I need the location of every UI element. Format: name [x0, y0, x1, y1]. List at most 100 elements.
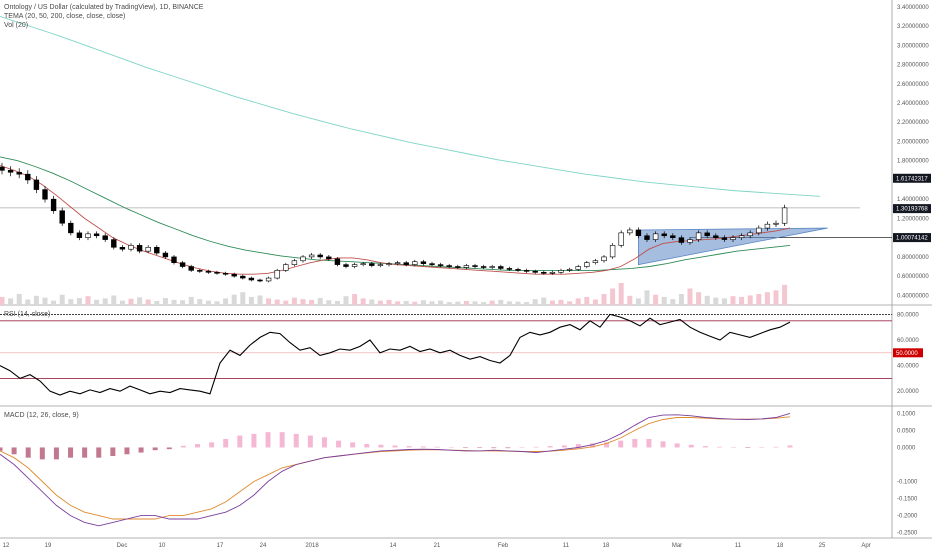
candle-body	[678, 237, 685, 243]
candle-body	[111, 239, 117, 248]
volume-bar	[240, 292, 246, 305]
price-tick-label: 3.40000000	[897, 5, 929, 11]
volume-bar	[102, 298, 108, 305]
candle-body	[265, 277, 272, 282]
tema-slow-line	[0, 15, 821, 197]
macd-histogram-bar	[773, 446, 779, 448]
candle-body	[635, 229, 642, 237]
candle-body	[343, 264, 349, 267]
macd-histogram-bar	[702, 446, 708, 448]
candle-body	[721, 237, 728, 240]
candle-body	[179, 262, 186, 267]
candle-body	[558, 270, 564, 273]
macd-histogram-bar	[39, 447, 45, 460]
macd-histogram-bar	[25, 447, 31, 458]
candle-body	[162, 252, 169, 258]
price-tag-label: 1.00074142	[896, 236, 928, 242]
macd-tick-label: 0.0000	[897, 445, 916, 451]
volume-bar	[403, 300, 409, 305]
candle-body	[652, 233, 659, 240]
macd-histogram-bar	[759, 447, 765, 448]
volume-bar	[481, 302, 487, 305]
volume-bar	[343, 296, 349, 305]
macd-histogram-bar	[406, 446, 412, 448]
candle-body	[93, 233, 100, 237]
macd-histogram-bar	[378, 444, 384, 448]
volume-bar	[506, 301, 512, 305]
candle-body	[541, 271, 547, 274]
time-tick-label: 17	[217, 543, 224, 549]
candle-body	[713, 235, 719, 238]
macd-histogram-bar	[745, 447, 751, 448]
volume-bar	[584, 296, 590, 305]
candle-body	[197, 270, 203, 272]
volume-bar	[197, 299, 203, 305]
volume-bar	[309, 299, 315, 305]
macd-histogram-bar	[533, 446, 539, 448]
macd-histogram-bar	[547, 446, 553, 448]
macd-histogram-bar	[434, 446, 440, 448]
macd-histogram-bar	[223, 438, 229, 448]
volume-bar	[541, 297, 547, 305]
macd-histogram-bar	[519, 447, 525, 448]
volume-bar	[231, 294, 237, 305]
volume-bar	[653, 294, 659, 305]
price-tag	[893, 204, 931, 214]
candle-body	[145, 246, 151, 252]
volume-bar	[369, 299, 375, 305]
volume-bar	[532, 299, 538, 305]
volume-bar	[610, 288, 616, 305]
macd-line	[0, 412, 791, 527]
candle-body	[738, 235, 745, 238]
macd-histogram-bar	[138, 447, 144, 453]
candle-body	[171, 256, 177, 263]
price-tick-label: 0.40000000	[897, 293, 929, 299]
volume-bar	[618, 283, 624, 305]
macd-histogram-bar	[392, 445, 398, 448]
time-tick-label: 24	[260, 543, 267, 549]
candle-body	[420, 261, 427, 264]
macd-histogram-bar	[265, 432, 271, 448]
candle-body	[0, 166, 5, 171]
candle-body	[76, 232, 83, 238]
price-tick-label: 0.60000000	[897, 274, 929, 280]
candle-body	[455, 266, 461, 268]
volume-bar	[592, 299, 598, 305]
volume-bar	[266, 298, 272, 305]
candle-body	[257, 279, 263, 282]
candle-body	[291, 260, 298, 265]
volume-bar	[317, 298, 323, 305]
volume-bar	[446, 302, 452, 305]
candle-body	[695, 232, 702, 240]
price-tag-label: 1.61742317	[896, 176, 928, 182]
candle-body	[575, 266, 581, 270]
price-tag	[893, 173, 931, 183]
candle-body	[472, 265, 478, 267]
volume-bar	[498, 299, 504, 305]
rsi-line	[0, 313, 791, 396]
candle-body	[16, 171, 22, 175]
candle-body	[369, 263, 375, 266]
tema-mid-line	[0, 156, 791, 271]
volume-bar	[773, 290, 779, 305]
macd-histogram-bar	[279, 432, 285, 448]
candle-body	[687, 239, 693, 243]
volume-bar	[764, 292, 770, 305]
candle-body	[523, 270, 530, 272]
candle-body	[747, 232, 753, 237]
candle-body	[240, 275, 246, 279]
price-tick-label: 1.80000000	[897, 159, 929, 165]
volume-bar	[180, 300, 186, 305]
volume-bar	[489, 300, 495, 305]
macd-histogram-bar	[11, 447, 17, 455]
candle-body	[205, 271, 212, 273]
candle-body	[661, 233, 667, 237]
volume-bar	[283, 300, 289, 305]
candle-body	[317, 254, 323, 258]
volume-bar	[137, 297, 143, 305]
candle-body	[308, 254, 315, 258]
macd-histogram-bar	[110, 447, 116, 456]
volume-bar	[601, 294, 607, 305]
volume-bar	[782, 284, 788, 305]
